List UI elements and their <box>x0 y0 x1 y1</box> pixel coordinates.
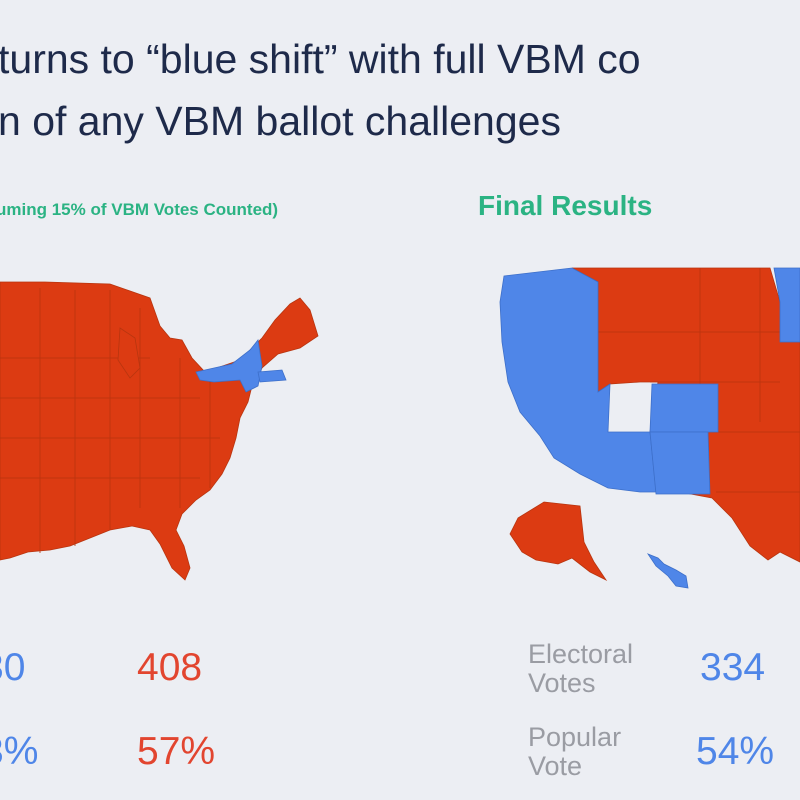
left-map-republican-states <box>0 281 319 581</box>
left-election-map <box>0 281 319 581</box>
left-electoral-votes-blue: 30 <box>0 646 26 689</box>
electoral-votes-label: Electoral Votes <box>528 640 633 698</box>
slide-title-line-1: turns to “blue shift” with full VBM co <box>0 36 641 82</box>
left-popular-vote-red: 57% <box>137 730 216 773</box>
popular-vote-label-line-2: Vote <box>528 751 583 781</box>
right-map-west-coast <box>499 267 657 493</box>
right-election-map <box>499 267 800 589</box>
left-electoral-votes-red: 408 <box>137 646 203 689</box>
right-electoral-votes-blue: 334 <box>700 646 766 689</box>
right-popular-vote-blue: 54% <box>696 730 775 773</box>
slide-title-line-2: n of any VBM ballot challenges <box>0 98 561 144</box>
right-map-hawaii <box>646 553 689 589</box>
left-map-michigan <box>117 327 141 379</box>
right-map-alaska <box>509 501 608 582</box>
popular-vote-label-line-1: Popular <box>528 722 622 752</box>
electoral-votes-label-line-2: Votes <box>528 668 596 698</box>
right-map-minnesota <box>773 267 800 343</box>
left-map-heading: uming 15% of VBM Votes Counted) <box>0 200 279 219</box>
right-map-heading: Final Results <box>478 190 653 221</box>
left-map-new-york <box>195 339 263 393</box>
left-map-massachusetts <box>257 369 287 383</box>
electoral-votes-label-line-1: Electoral <box>528 639 634 669</box>
slide-title: turns to “blue shift” with full VBM co n… <box>0 28 641 152</box>
right-map-state-borders <box>598 268 800 493</box>
popular-vote-label: Popular Vote <box>528 723 621 781</box>
left-map-state-borders <box>0 288 220 553</box>
left-popular-vote-blue: 3% <box>0 730 39 773</box>
right-map-new-mexico <box>649 431 711 495</box>
right-map-colorado <box>649 383 719 433</box>
